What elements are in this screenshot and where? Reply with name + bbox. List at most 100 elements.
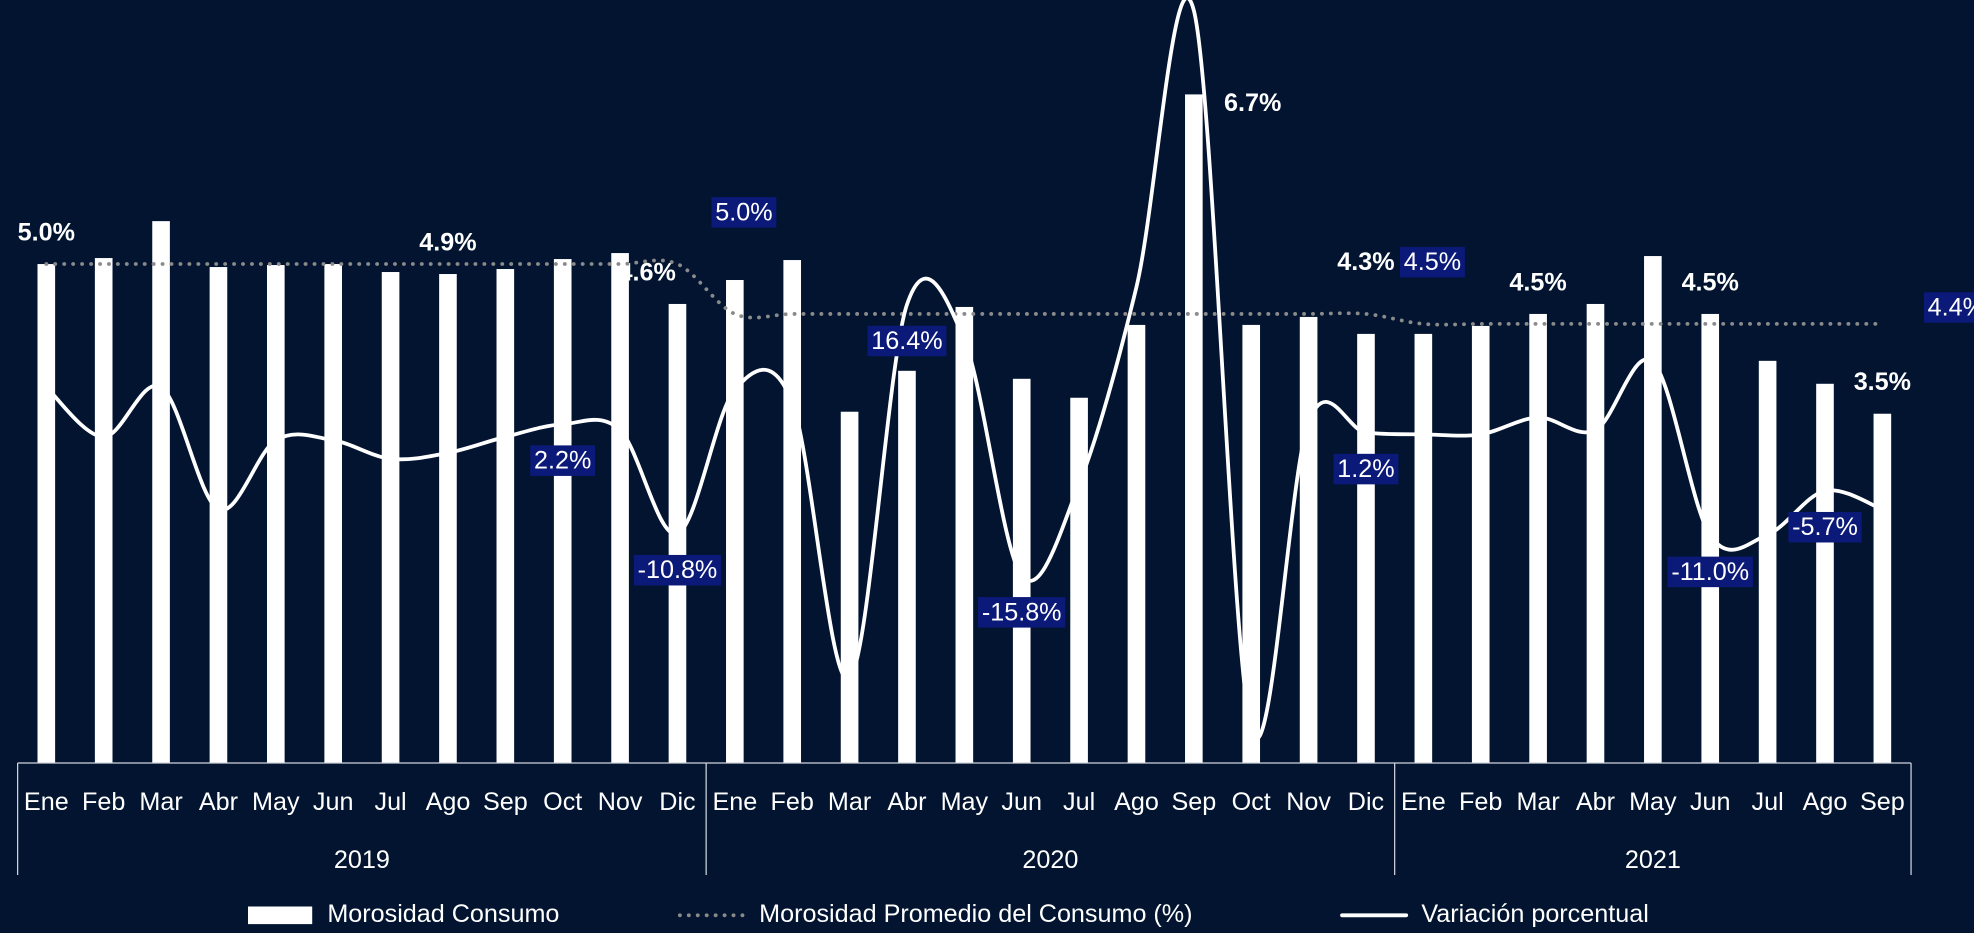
x-tick-label: Feb xyxy=(1459,788,1502,816)
data-label: 4.3% xyxy=(1337,248,1394,276)
x-tick-label: Abr xyxy=(887,788,926,816)
label-box xyxy=(1399,246,1465,278)
x-tick-label: May xyxy=(252,788,300,816)
x-tick-label: Mar xyxy=(828,788,871,816)
x-tick-label: Sep xyxy=(1860,788,1905,816)
label-box xyxy=(1788,511,1862,543)
label-box xyxy=(867,325,947,357)
bar xyxy=(1471,325,1490,763)
data-label: 4.9% xyxy=(419,228,476,256)
bar xyxy=(1758,360,1777,763)
bar xyxy=(611,253,629,763)
bar xyxy=(840,411,859,763)
bar xyxy=(1299,316,1318,763)
bar xyxy=(381,272,400,763)
bar xyxy=(496,269,515,763)
data-label: -10.8% xyxy=(638,556,718,584)
year-label: 2019 xyxy=(334,846,390,874)
x-tick-label: Jul xyxy=(374,788,406,816)
data-label: 5.0% xyxy=(18,218,75,246)
data-label: 2.2% xyxy=(534,447,591,475)
bar xyxy=(898,370,916,763)
label-box xyxy=(633,554,722,586)
legend-label: Variación porcentual xyxy=(1421,900,1648,928)
year-label: 2021 xyxy=(1625,846,1681,874)
bar xyxy=(267,265,285,763)
x-tick-label: Abr xyxy=(199,788,238,816)
bar xyxy=(726,280,744,763)
bar xyxy=(94,258,113,763)
x-tick-label: Mar xyxy=(1516,788,1559,816)
x-tick-label: Dic xyxy=(1348,788,1384,816)
x-tick-label: Jul xyxy=(1752,788,1784,816)
x-tick-label: Ago xyxy=(1114,788,1159,816)
data-label: 4.5% xyxy=(1509,268,1566,296)
data-label: 6.7% xyxy=(1224,89,1281,117)
year-label: 2020 xyxy=(1022,846,1078,874)
x-tick-label: Feb xyxy=(82,788,125,816)
x-tick-label: Sep xyxy=(1171,788,1216,816)
data-label: -11.0% xyxy=(1671,558,1749,586)
x-tick-label: Ene xyxy=(712,788,757,816)
legend-label: Morosidad Promedio del Consumo (%) xyxy=(759,900,1192,928)
x-tick-label: Dic xyxy=(659,788,695,816)
data-label: 4.4% xyxy=(1928,293,1974,321)
x-tick-label: Ene xyxy=(1401,788,1446,816)
x-tick-label: Nov xyxy=(1286,788,1331,816)
label-box xyxy=(530,445,596,476)
data-label: 4.5% xyxy=(1404,248,1461,276)
bar xyxy=(1127,324,1146,763)
bar xyxy=(1185,94,1203,763)
x-tick-label: Ago xyxy=(426,788,471,816)
bar xyxy=(1816,383,1834,763)
bar xyxy=(1070,397,1088,763)
label-box xyxy=(711,197,777,228)
x-tick-label: Sep xyxy=(483,788,528,816)
bar xyxy=(439,274,457,763)
bar xyxy=(1414,333,1433,763)
bar xyxy=(1357,333,1375,763)
bar xyxy=(1873,413,1892,763)
data-label: -15.8% xyxy=(982,598,1062,626)
bar xyxy=(783,260,802,763)
x-tick-label: Jun xyxy=(313,788,354,816)
bar xyxy=(1529,313,1547,763)
legend-swatch xyxy=(248,906,313,925)
bar xyxy=(553,259,572,763)
data-label: -5.7% xyxy=(1792,513,1858,541)
data-label: 16.4% xyxy=(871,327,942,355)
label-box xyxy=(1923,292,1974,323)
label-box xyxy=(1333,453,1399,485)
label-box xyxy=(1667,556,1753,588)
bar xyxy=(1586,303,1605,763)
label-box xyxy=(978,597,1066,628)
data-label: 3.5% xyxy=(1854,368,1911,396)
average-line xyxy=(44,258,1885,327)
data-label: 1.2% xyxy=(1337,455,1394,483)
x-tick-label: Mar xyxy=(139,788,182,816)
bar xyxy=(37,264,56,763)
x-tick-label: Nov xyxy=(598,788,643,816)
bar xyxy=(152,221,170,763)
x-tick-label: Oct xyxy=(543,788,582,816)
bar xyxy=(955,306,974,763)
bar xyxy=(324,264,343,763)
bar xyxy=(1242,324,1261,763)
x-tick-label: Jul xyxy=(1063,788,1095,816)
x-tick-label: May xyxy=(1629,788,1677,816)
x-tick-label: Jun xyxy=(1690,788,1731,816)
x-tick-label: May xyxy=(941,788,989,816)
x-tick-label: Oct xyxy=(1232,788,1271,816)
data-label: 4.5% xyxy=(1682,268,1739,296)
data-label: 5.0% xyxy=(715,198,772,226)
variation-line xyxy=(45,0,1884,741)
bar xyxy=(209,267,228,763)
x-tick-label: Ago xyxy=(1803,788,1848,816)
x-tick-label: Jun xyxy=(1001,788,1042,816)
legend-label: Morosidad Consumo xyxy=(327,900,559,928)
x-tick-label: Feb xyxy=(771,788,814,816)
bar xyxy=(1644,256,1662,763)
bar xyxy=(1012,378,1031,763)
